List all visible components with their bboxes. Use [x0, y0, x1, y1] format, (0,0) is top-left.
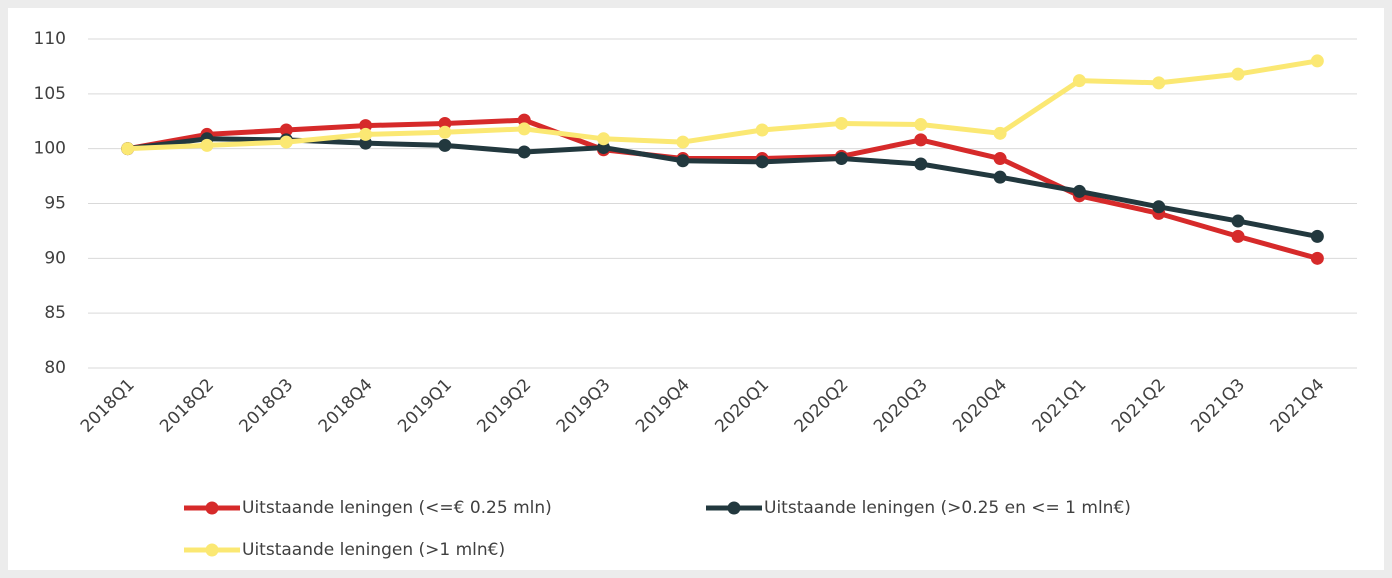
data-point: [914, 157, 928, 171]
data-point: [755, 155, 769, 169]
data-point: [755, 123, 769, 137]
data-point: [676, 135, 690, 149]
data-point: [914, 118, 928, 132]
data-point: [438, 138, 452, 152]
data-point: [517, 145, 531, 159]
legend-marker: [205, 501, 219, 515]
data-point: [279, 135, 293, 149]
data-point: [438, 125, 452, 139]
data-point: [597, 132, 611, 146]
y-tick-label: 80: [44, 358, 66, 378]
series-line: [127, 136, 1318, 239]
data-point: [1310, 229, 1324, 243]
chart-background: [8, 8, 1384, 570]
data-point: [200, 138, 214, 152]
data-point: [834, 116, 848, 130]
legend-marker: [727, 501, 741, 515]
y-tick-label: 105: [34, 84, 66, 104]
data-point: [993, 126, 1007, 140]
y-tick-label: 90: [44, 248, 66, 268]
legend-label: Uitstaande leningen (>1 mln€): [242, 540, 505, 560]
data-point: [1231, 229, 1245, 243]
data-point: [359, 127, 373, 141]
data-point: [1152, 76, 1166, 90]
legend-marker: [205, 543, 219, 557]
data-point: [993, 170, 1007, 184]
series-line: [127, 58, 1318, 152]
data-point: [1152, 200, 1166, 214]
data-point: [1072, 74, 1086, 88]
legend-label: Uitstaande leningen (<=€ 0.25 mln): [242, 498, 552, 518]
series-line: [127, 117, 1319, 261]
data-point: [517, 122, 531, 136]
y-tick-label: 110: [34, 29, 66, 49]
data-point: [676, 154, 690, 168]
legend-label: Uitstaande leningen (>0.25 en <= 1 mln€): [764, 498, 1131, 518]
data-point: [121, 142, 135, 156]
y-tick-label: 85: [44, 303, 66, 323]
data-point: [1310, 54, 1324, 68]
data-point: [834, 152, 848, 166]
y-tick-label: 95: [44, 194, 66, 214]
data-point: [1310, 251, 1324, 265]
y-tick-label: 100: [34, 139, 66, 159]
data-point: [1072, 184, 1086, 198]
data-point: [993, 152, 1007, 166]
data-point: [279, 123, 293, 137]
data-point: [1231, 214, 1245, 228]
data-point: [914, 133, 928, 147]
data-point: [1231, 67, 1245, 81]
